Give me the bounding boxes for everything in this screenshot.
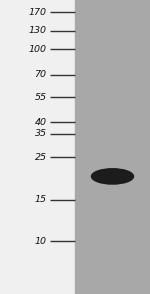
Text: 130: 130 bbox=[28, 26, 46, 35]
Text: 100: 100 bbox=[28, 45, 46, 54]
Text: 55: 55 bbox=[34, 93, 46, 101]
Bar bbox=[75, 0, 150, 294]
Text: 70: 70 bbox=[34, 71, 46, 79]
Text: 25: 25 bbox=[34, 153, 46, 162]
Text: 40: 40 bbox=[34, 118, 46, 126]
Text: 170: 170 bbox=[28, 8, 46, 17]
Text: 10: 10 bbox=[34, 237, 46, 245]
Text: 15: 15 bbox=[34, 196, 46, 204]
Text: 35: 35 bbox=[34, 129, 46, 138]
Ellipse shape bbox=[92, 169, 134, 184]
